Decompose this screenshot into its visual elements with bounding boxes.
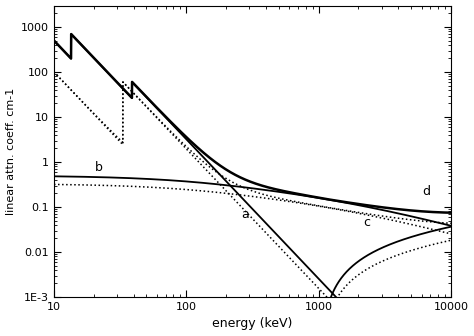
X-axis label: energy (keV): energy (keV) [212, 318, 292, 330]
Text: a: a [242, 208, 249, 221]
Text: b: b [95, 161, 103, 174]
Text: d: d [422, 185, 430, 198]
Text: c: c [363, 216, 370, 229]
Y-axis label: linear attn. coeff. cm-1: linear attn. coeff. cm-1 [6, 88, 16, 215]
